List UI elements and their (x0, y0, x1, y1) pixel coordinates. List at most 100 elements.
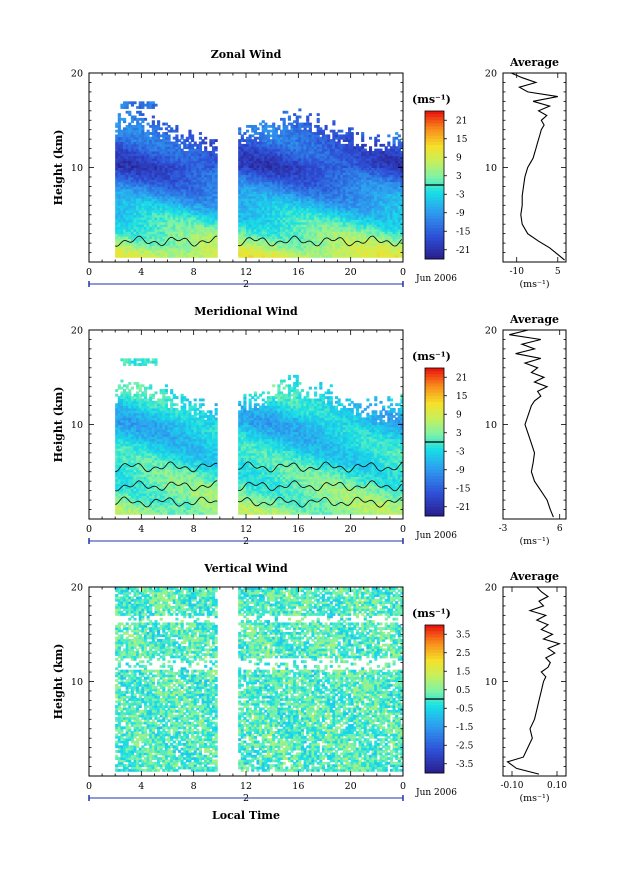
heatmap-cell (285, 141, 289, 145)
heatmap-cell (290, 193, 294, 197)
heatmap-cell (115, 207, 119, 211)
heatmap-cell (191, 252, 195, 256)
heatmap-cell (334, 184, 339, 187)
heatmap-cell (282, 188, 286, 192)
heatmap-cell (259, 167, 263, 171)
heatmap-cell (246, 124, 250, 128)
heatmap-cell (206, 202, 210, 206)
heatmap-cell (298, 174, 302, 178)
heatmap-cell (123, 169, 127, 173)
heatmap-cell (303, 139, 307, 143)
heatmap-cell (277, 153, 281, 157)
heatmap-cell (214, 236, 218, 239)
heatmap-cell (243, 132, 247, 135)
heatmap-cell (345, 247, 349, 251)
heatmap-cell (185, 228, 189, 232)
heatmap-cell (280, 141, 284, 145)
heatmap-cell (371, 198, 375, 202)
heatmap-cell (345, 250, 349, 254)
heatmap-cell (321, 158, 325, 161)
heatmap-cell (314, 205, 318, 209)
heatmap-cell (141, 120, 145, 124)
heatmap-cell (316, 134, 320, 138)
heatmap-cell (128, 127, 132, 131)
heatmap-cell (246, 150, 250, 154)
heatmap-cell (193, 205, 197, 209)
heatmap-cell (198, 224, 203, 228)
heatmap-cell (374, 214, 378, 218)
heatmap-cell (159, 231, 163, 235)
heatmap-cell (340, 210, 344, 213)
heatmap-cell (146, 214, 150, 218)
heatmap-cell (293, 129, 297, 133)
heatmap-cell (193, 233, 197, 237)
heatmap-cell (368, 158, 373, 161)
heatmap-cell (368, 252, 373, 256)
heatmap-cell (266, 217, 271, 220)
heatmap-cell (136, 226, 140, 230)
heatmap-cell (308, 210, 312, 213)
heatmap-cell (280, 188, 284, 192)
heatmap-cell (361, 250, 365, 254)
heatmap-cell (348, 252, 352, 256)
heatmap-cell (143, 181, 148, 185)
heatmap-cell (128, 136, 132, 140)
heatmap-cell (334, 252, 339, 256)
heatmap-cell (366, 167, 370, 171)
heatmap-cell (209, 195, 213, 199)
heatmap-cell (334, 219, 339, 223)
heatmap-cell (204, 146, 208, 150)
heatmap-cell (306, 240, 310, 244)
heatmap-cell (183, 233, 187, 237)
heatmap-cell (188, 191, 192, 194)
heatmap-cell (167, 245, 171, 249)
heatmap-cell (120, 226, 124, 230)
heatmap-cell (376, 214, 380, 218)
heatmap-cell (295, 136, 299, 140)
heatmap-cell (143, 158, 148, 161)
heatmap-cell (298, 240, 302, 244)
heatmap-cell (285, 150, 289, 154)
heatmap-cell (246, 146, 250, 150)
heatmap-cell (316, 117, 320, 121)
heatmap-cell (209, 150, 213, 154)
heatmap-cell (363, 243, 367, 246)
heatmap-cell (282, 228, 286, 232)
heatmap-cell (151, 252, 155, 256)
heatmap-cell (251, 124, 255, 128)
heatmap-cell (321, 245, 325, 249)
heatmap-cell (272, 136, 276, 140)
heatmap-cell (342, 254, 346, 258)
heatmap-cell (332, 250, 336, 254)
heatmap-cell (371, 188, 375, 192)
heatmap-cell (240, 134, 244, 138)
heatmap-cell (266, 162, 271, 166)
heatmap-cell (324, 193, 328, 197)
heatmap-cell (332, 245, 336, 249)
heatmap-cell (314, 176, 318, 180)
heatmap-cell (345, 169, 349, 173)
heatmap-cell (214, 233, 218, 237)
heatmap-cell (361, 136, 365, 140)
heatmap-cell (274, 153, 278, 157)
heatmap-cell (196, 186, 200, 190)
heatmap-cell (303, 243, 307, 246)
heatmap-cell (193, 174, 197, 178)
heatmap-cell (287, 129, 291, 133)
heatmap-cell (311, 143, 315, 147)
heatmap-cell (141, 200, 145, 204)
heatmap-cell (298, 167, 302, 171)
heatmap-cell (371, 169, 375, 173)
heatmap-cell (214, 252, 218, 256)
heatmap-cell (282, 181, 286, 185)
heatmap-cell (209, 214, 213, 218)
heatmap-cell (201, 150, 205, 154)
heatmap-cell (175, 198, 179, 202)
heatmap-cell (188, 217, 192, 220)
heatmap-cell (363, 158, 367, 161)
heatmap-cell (300, 198, 305, 202)
heatmap-cell (280, 212, 284, 216)
heatmap-cell (243, 210, 247, 213)
heatmap-cell (274, 132, 278, 135)
